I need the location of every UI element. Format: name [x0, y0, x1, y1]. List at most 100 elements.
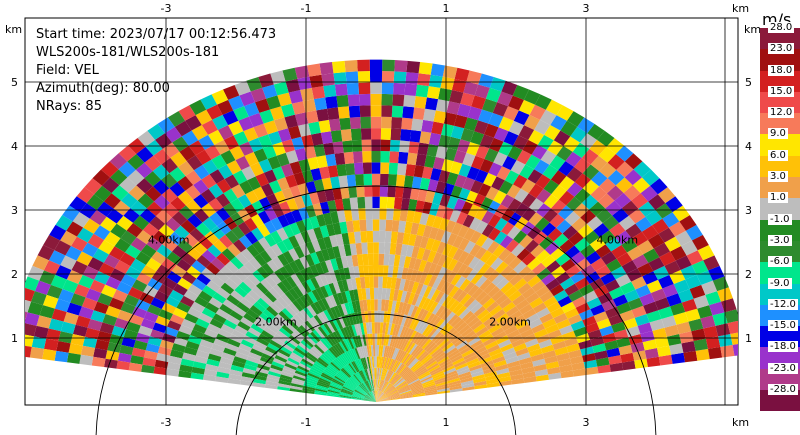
range-gate — [302, 217, 314, 231]
range-gate — [466, 166, 480, 181]
range-gate — [136, 146, 154, 163]
range-gate — [334, 198, 344, 212]
range-gate — [305, 180, 317, 194]
range-gate — [570, 320, 586, 331]
range-gate — [564, 307, 580, 319]
range-gate — [520, 178, 536, 194]
range-gate — [81, 242, 99, 258]
range-gate — [25, 334, 34, 347]
range-gate — [484, 340, 499, 350]
range-gate — [376, 391, 383, 402]
range-gate — [185, 170, 202, 186]
range-gate — [339, 117, 351, 130]
range-gate — [385, 387, 396, 395]
range-gate — [345, 381, 357, 389]
range-gate — [236, 301, 250, 313]
range-gate — [352, 348, 359, 360]
range-gate — [317, 326, 328, 338]
range-gate — [242, 367, 256, 375]
range-gate — [583, 230, 600, 245]
range-gate — [382, 59, 395, 72]
range-gate — [237, 321, 251, 332]
range-gate — [304, 145, 317, 159]
range-gate — [195, 149, 212, 165]
colorbar-label: 15.0 — [768, 85, 795, 97]
range-gate — [514, 319, 529, 330]
range-gate — [288, 260, 300, 274]
range-gate — [226, 160, 242, 175]
range-gate — [365, 381, 371, 392]
range-gate — [276, 240, 289, 254]
range-gate — [424, 359, 436, 368]
range-gate — [676, 321, 692, 334]
range-gate — [410, 222, 420, 235]
range-gate — [363, 381, 371, 393]
range-gate — [313, 97, 328, 111]
range-gate — [29, 346, 44, 360]
range-gate — [322, 370, 335, 379]
range-gate — [120, 302, 136, 315]
range-gate — [479, 278, 492, 291]
range-gate — [461, 327, 474, 338]
range-gate — [369, 59, 383, 72]
range-gate — [376, 396, 387, 402]
range-gate — [31, 336, 47, 349]
range-gate — [547, 366, 561, 375]
range-gate — [127, 169, 145, 186]
range-gate — [599, 162, 617, 179]
range-gate — [464, 313, 477, 325]
range-gate — [264, 275, 277, 288]
range-gate — [284, 211, 296, 225]
range-gate — [389, 372, 397, 384]
range-gate — [305, 241, 316, 255]
range-gate — [498, 180, 513, 195]
range-gate — [679, 215, 697, 231]
range-gate — [604, 279, 621, 293]
range-gate — [327, 107, 340, 120]
range-gate — [365, 396, 376, 402]
range-gate — [616, 252, 633, 267]
range-gate — [319, 273, 329, 286]
range-gate — [422, 381, 435, 387]
range-gate — [424, 326, 435, 338]
range-gate — [392, 289, 399, 302]
range-gate — [435, 305, 446, 317]
range-gate — [314, 392, 327, 396]
range-gate — [350, 128, 362, 141]
range-gate — [419, 236, 429, 249]
range-gate — [374, 390, 376, 402]
range-gate — [364, 397, 376, 402]
range-gate — [532, 358, 546, 367]
range-gate — [84, 178, 102, 195]
range-gate — [207, 353, 222, 362]
range-gate — [475, 145, 490, 159]
range-gate — [379, 380, 384, 392]
range-gate — [501, 347, 516, 356]
range-gate — [313, 343, 325, 354]
range-gate — [372, 208, 380, 220]
range-gate — [566, 196, 582, 212]
range-gate — [253, 374, 267, 381]
range-gate — [253, 319, 267, 330]
range-gate — [326, 392, 340, 397]
range-gate — [174, 120, 192, 137]
range-gate — [436, 278, 447, 292]
range-gate — [445, 347, 458, 357]
range-gate — [631, 193, 649, 209]
range-gate — [289, 388, 303, 393]
range-gate — [571, 362, 586, 371]
range-gate — [444, 311, 456, 323]
range-gate — [429, 366, 442, 375]
range-gate — [512, 84, 530, 100]
range-gate — [378, 379, 383, 391]
range-gate — [194, 296, 209, 308]
range-gate — [402, 369, 413, 379]
range-gate — [376, 400, 389, 402]
range-gate — [244, 217, 258, 232]
range-gate — [351, 301, 358, 313]
range-gate — [79, 203, 97, 219]
range-gate — [364, 369, 369, 381]
range-gate — [394, 379, 406, 388]
range-gate — [293, 172, 306, 186]
